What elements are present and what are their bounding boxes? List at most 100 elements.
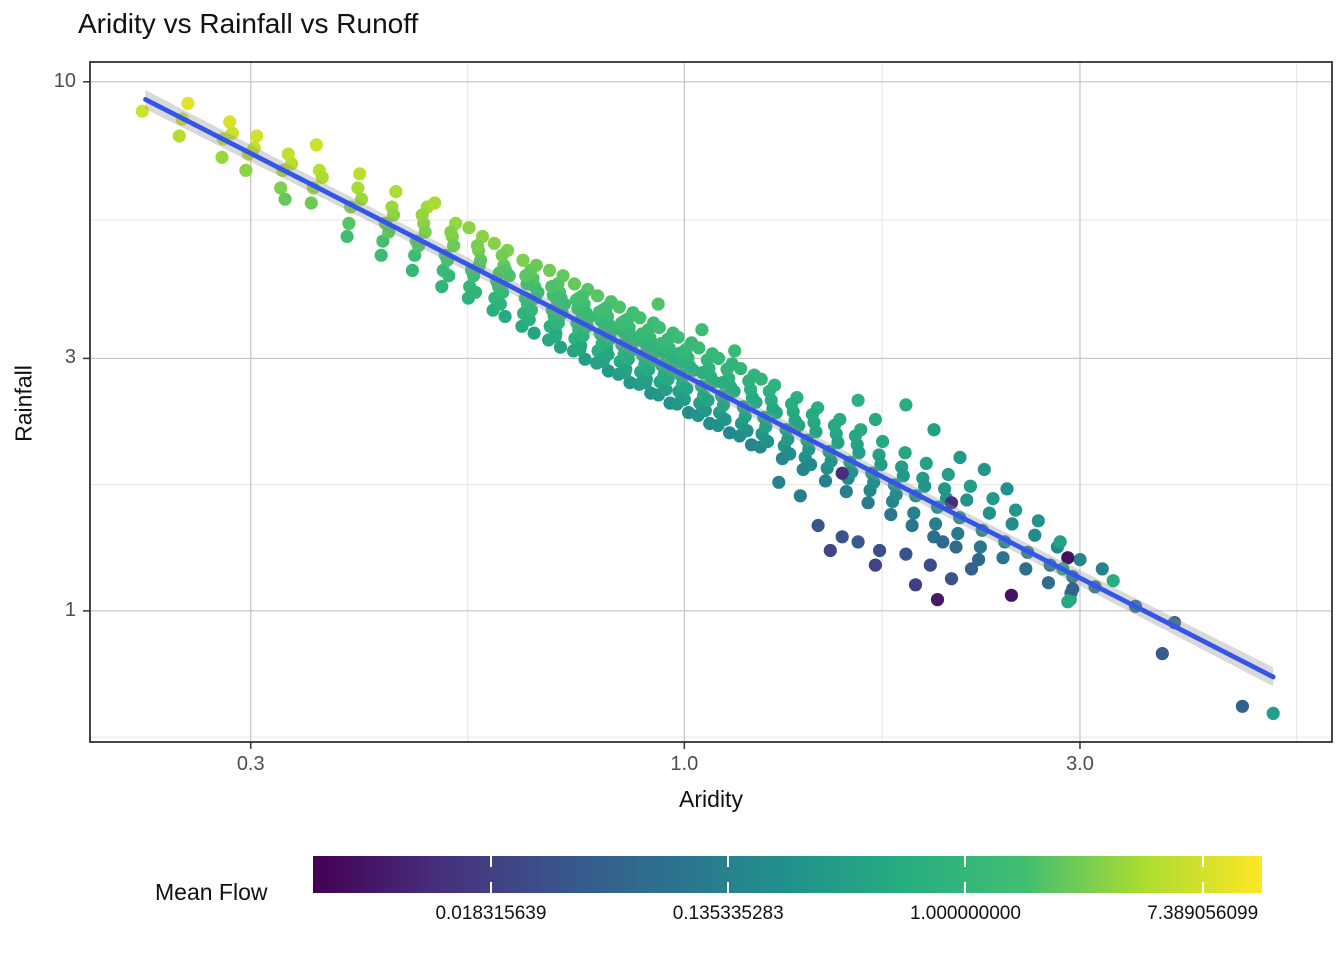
scatter-point: [727, 384, 741, 398]
scatter-point: [496, 285, 510, 299]
scatter-point: [805, 407, 820, 422]
scatter-point: [389, 185, 403, 199]
colorbar-tick-label: 0.018315639: [435, 903, 547, 924]
scatter-point: [274, 181, 288, 195]
scatter-point: [867, 475, 881, 489]
scatter-point: [949, 540, 963, 554]
scatter-point: [543, 263, 557, 277]
scatter-point: [519, 269, 533, 283]
scatter-point: [823, 543, 837, 558]
scatter-point: [572, 291, 586, 305]
scatter-point: [953, 450, 967, 464]
scatter-point: [550, 294, 565, 308]
scatter-point: [960, 493, 974, 507]
scatter-point: [728, 344, 742, 358]
scatter-point: [1266, 706, 1280, 721]
scatter-point: [435, 280, 449, 294]
scatter-point: [868, 412, 883, 427]
scatter-point: [1005, 517, 1019, 531]
scatter-point: [374, 248, 388, 262]
scatter-point: [873, 543, 887, 558]
scatter-point: [444, 225, 458, 239]
scatter-point: [447, 239, 461, 253]
scatter-point: [831, 436, 845, 450]
scatter-point: [835, 466, 849, 480]
scatter-point: [982, 506, 997, 520]
scatter-point: [527, 326, 541, 340]
scatter-point: [516, 253, 530, 267]
scatter-point: [1009, 503, 1023, 517]
scatter-point: [612, 300, 627, 314]
colorbar-tick-mark: [489, 856, 492, 867]
x-tick-label: 3.0: [1066, 753, 1094, 775]
scatter-point: [986, 492, 1000, 506]
colorbar-tick-label: 0.135335283: [672, 903, 784, 924]
colorbar-tick-label: 7.389056099: [1147, 903, 1259, 924]
scatter-point: [941, 467, 955, 482]
scatter-point: [712, 351, 726, 365]
colorbar-tick-mark: [727, 856, 730, 867]
scatter-point: [1095, 562, 1109, 576]
scatter-point: [382, 225, 396, 239]
scatter-point: [181, 96, 195, 111]
scatter-point: [930, 593, 945, 607]
scatter-point: [861, 496, 875, 510]
scatter-point: [839, 485, 853, 499]
scatter-point: [899, 547, 913, 561]
scatter-point: [1004, 588, 1019, 602]
scatter-point: [701, 393, 715, 407]
scatter-point: [278, 192, 292, 206]
scatter-point: [851, 393, 865, 407]
scatter-point: [651, 297, 665, 311]
scatter-point: [1155, 647, 1169, 661]
scatter-point: [1061, 595, 1075, 609]
colorbar-tick-mark: [1201, 856, 1204, 867]
scatter-point: [135, 104, 149, 118]
x-axis-title: Aridity: [679, 786, 743, 812]
scatter-point: [353, 167, 367, 181]
scatter-point: [851, 535, 865, 549]
scatter-point: [428, 196, 442, 210]
scatter-point: [548, 329, 563, 344]
scatter-point: [652, 321, 666, 335]
panel-border: [89, 61, 1333, 743]
scatter-point: [734, 362, 748, 376]
scatter-point: [1041, 576, 1055, 590]
scatter-point: [811, 518, 825, 533]
scatter-point: [386, 208, 401, 222]
scatter-point: [769, 406, 783, 420]
scatter-point: [617, 314, 632, 328]
scatter-point: [618, 366, 632, 380]
scatter-point: [462, 221, 476, 235]
scatter-point: [772, 475, 786, 489]
scatter-point: [742, 374, 756, 388]
scatter-point: [639, 376, 653, 390]
scatter-point: [918, 479, 932, 493]
scatter-point: [919, 456, 933, 470]
colorbar-tick-mark: [964, 882, 967, 893]
scatter-point: [896, 469, 910, 483]
scatter-point: [239, 163, 253, 177]
scatter-point: [498, 309, 512, 324]
scatter-point: [944, 496, 959, 510]
scatter-point: [700, 353, 714, 367]
scatter-point: [342, 216, 356, 230]
scatter-point: [633, 311, 647, 325]
scatter-point: [1106, 574, 1120, 588]
scatter-point: [591, 289, 605, 303]
scatter-point: [553, 340, 568, 354]
colorbar-tick-label: 1.000000000: [909, 903, 1021, 924]
scatter-point: [907, 506, 921, 520]
scatter-point: [340, 229, 354, 244]
scatter-point: [1000, 482, 1014, 496]
scatter-point: [951, 526, 965, 541]
scatter-point: [578, 352, 592, 366]
scatter-point: [845, 465, 859, 479]
chart-title: Aridity vs Rainfall vs Runoff: [78, 8, 419, 39]
scatter-point: [225, 126, 239, 140]
scatter-point: [972, 553, 986, 567]
scatter-point: [718, 412, 732, 427]
scatter-point: [852, 446, 866, 460]
scatter-point: [573, 342, 587, 356]
colorbar-tick-mark: [727, 882, 730, 893]
